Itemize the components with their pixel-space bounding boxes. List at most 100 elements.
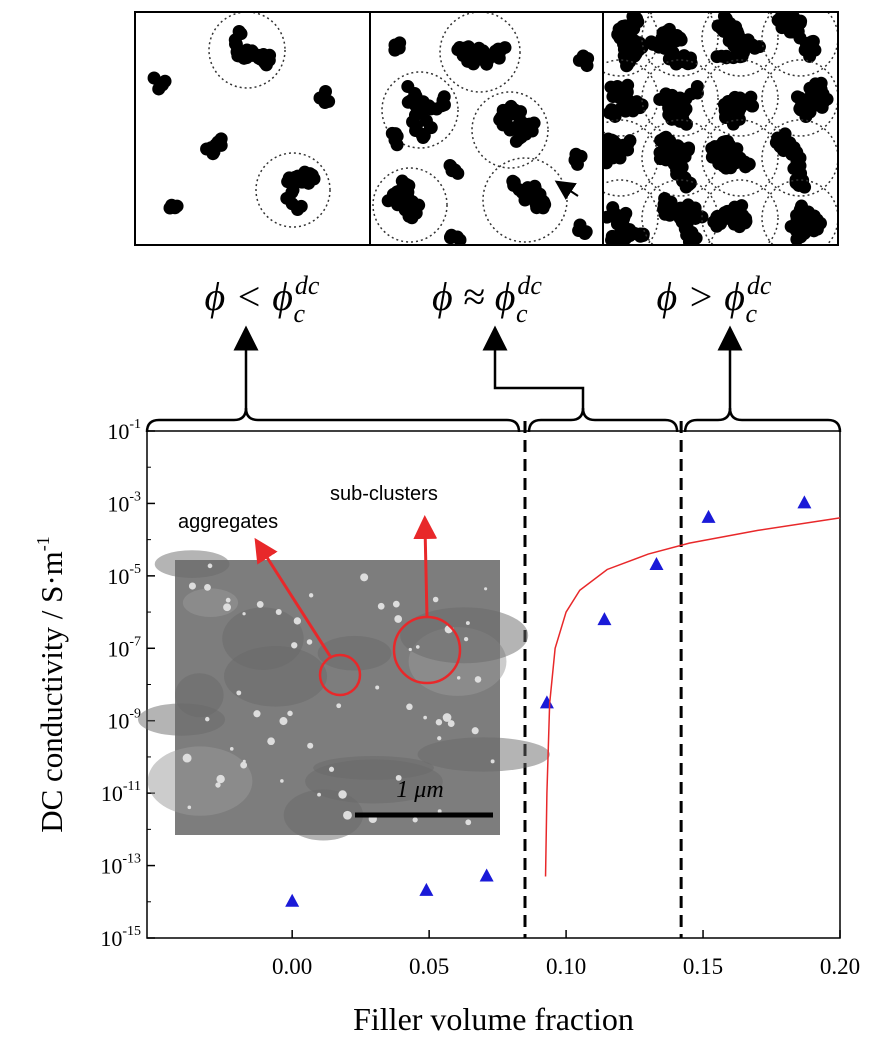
particle-spot	[442, 713, 452, 722]
particle-spot	[328, 766, 335, 772]
y-tick-exp: -3	[129, 489, 141, 504]
particle-spot	[437, 736, 442, 741]
panel	[372, 13, 595, 245]
data-point	[701, 509, 716, 523]
data-point	[797, 495, 812, 509]
particle-spot	[394, 615, 403, 623]
particle-spot	[236, 690, 242, 696]
x-axis-label: Filler volume fraction	[353, 1001, 634, 1037]
particle-spot	[336, 703, 342, 709]
annotation-arrow	[254, 537, 332, 657]
scale-bar-label: 1 μm	[396, 777, 443, 803]
particle	[644, 35, 658, 49]
particle	[604, 103, 618, 117]
y-tick-exp: -9	[129, 707, 141, 722]
particle	[168, 201, 182, 215]
particle	[423, 120, 437, 134]
particle	[793, 220, 807, 234]
data-point	[419, 882, 434, 896]
highlight	[318, 653, 362, 697]
particle-spot	[188, 582, 196, 590]
cluster-outline	[372, 167, 448, 243]
particle-spot	[465, 819, 472, 826]
particle-spot	[317, 792, 321, 797]
data-point	[597, 612, 612, 626]
x-tick-label: 0.10	[546, 954, 586, 979]
regime-label-text: ϕ ≈ ϕ	[432, 274, 515, 319]
particle	[414, 103, 428, 117]
particle-spot	[182, 753, 192, 763]
y-tick-base: 10	[107, 491, 129, 516]
particle-spot	[307, 742, 314, 749]
schematic-arrow	[554, 180, 579, 200]
y-tick-base: 10	[100, 854, 122, 879]
particle	[298, 165, 312, 179]
particle	[606, 134, 620, 148]
particle-spot	[412, 817, 418, 823]
cluster-outline	[701, 119, 779, 197]
particle	[319, 85, 333, 99]
y-axis-label-text: DC conductivity / S·m	[34, 551, 69, 833]
y-tick-label: 10-11	[101, 779, 141, 806]
particle	[416, 130, 430, 144]
y-tick-exp: -15	[122, 924, 141, 939]
data-point	[539, 695, 554, 709]
particle	[631, 36, 645, 50]
particle-spot	[471, 727, 479, 735]
cluster-outline	[701, 59, 779, 137]
particle-spot	[377, 602, 385, 610]
particle-spot	[423, 715, 427, 720]
cluster-outline	[381, 71, 459, 149]
y-tick-label: 10-1	[107, 417, 141, 444]
particle-spot	[395, 774, 402, 781]
particle	[607, 206, 621, 220]
particle	[630, 13, 644, 26]
particle	[785, 147, 799, 161]
texture	[417, 737, 550, 772]
regime-label-text: ϕ < ϕ	[205, 274, 293, 319]
particle	[445, 164, 459, 178]
particle-spot	[406, 703, 413, 711]
regime-label-sub: c	[745, 299, 757, 328]
y-tick-label: 10-9	[107, 707, 141, 734]
particle	[506, 102, 520, 116]
brace	[683, 407, 842, 433]
particle	[412, 198, 426, 212]
schematic	[147, 13, 838, 245]
schematic-frame	[134, 11, 839, 246]
particle	[322, 94, 336, 108]
x-tick-label: 0.15	[683, 954, 723, 979]
cluster-outline	[641, 59, 719, 137]
particle	[498, 41, 512, 55]
particle	[589, 152, 602, 165]
x-tick-label: 0.00	[272, 954, 312, 979]
particle-spot	[275, 608, 282, 615]
particle-spot	[205, 716, 210, 722]
particle-spot	[408, 647, 412, 652]
particle	[784, 13, 796, 17]
x-tick-label: 0.20	[820, 954, 860, 979]
particle	[653, 152, 667, 166]
particle	[717, 13, 731, 23]
regime-label: ϕ < ϕdc c	[205, 271, 320, 328]
particle	[684, 56, 698, 70]
particle	[708, 140, 722, 154]
particle	[752, 40, 766, 54]
texture	[154, 550, 230, 578]
regime-label-sup: dc	[517, 271, 542, 300]
y-tick-base: 10	[107, 709, 129, 734]
particle-spot	[267, 737, 275, 746]
particle	[686, 234, 700, 245]
y-axis-label-sup: -1	[33, 536, 53, 551]
particle-spot	[463, 636, 469, 642]
texture	[138, 703, 226, 736]
particle	[690, 80, 704, 94]
regime-label-sub: c	[293, 299, 305, 328]
particle	[570, 157, 584, 171]
regime-arrows	[233, 325, 743, 410]
regime-label-sub: c	[516, 299, 528, 328]
particle	[799, 110, 813, 124]
particle-spot	[437, 809, 442, 814]
cluster-outline	[482, 157, 568, 243]
particle	[232, 25, 246, 39]
